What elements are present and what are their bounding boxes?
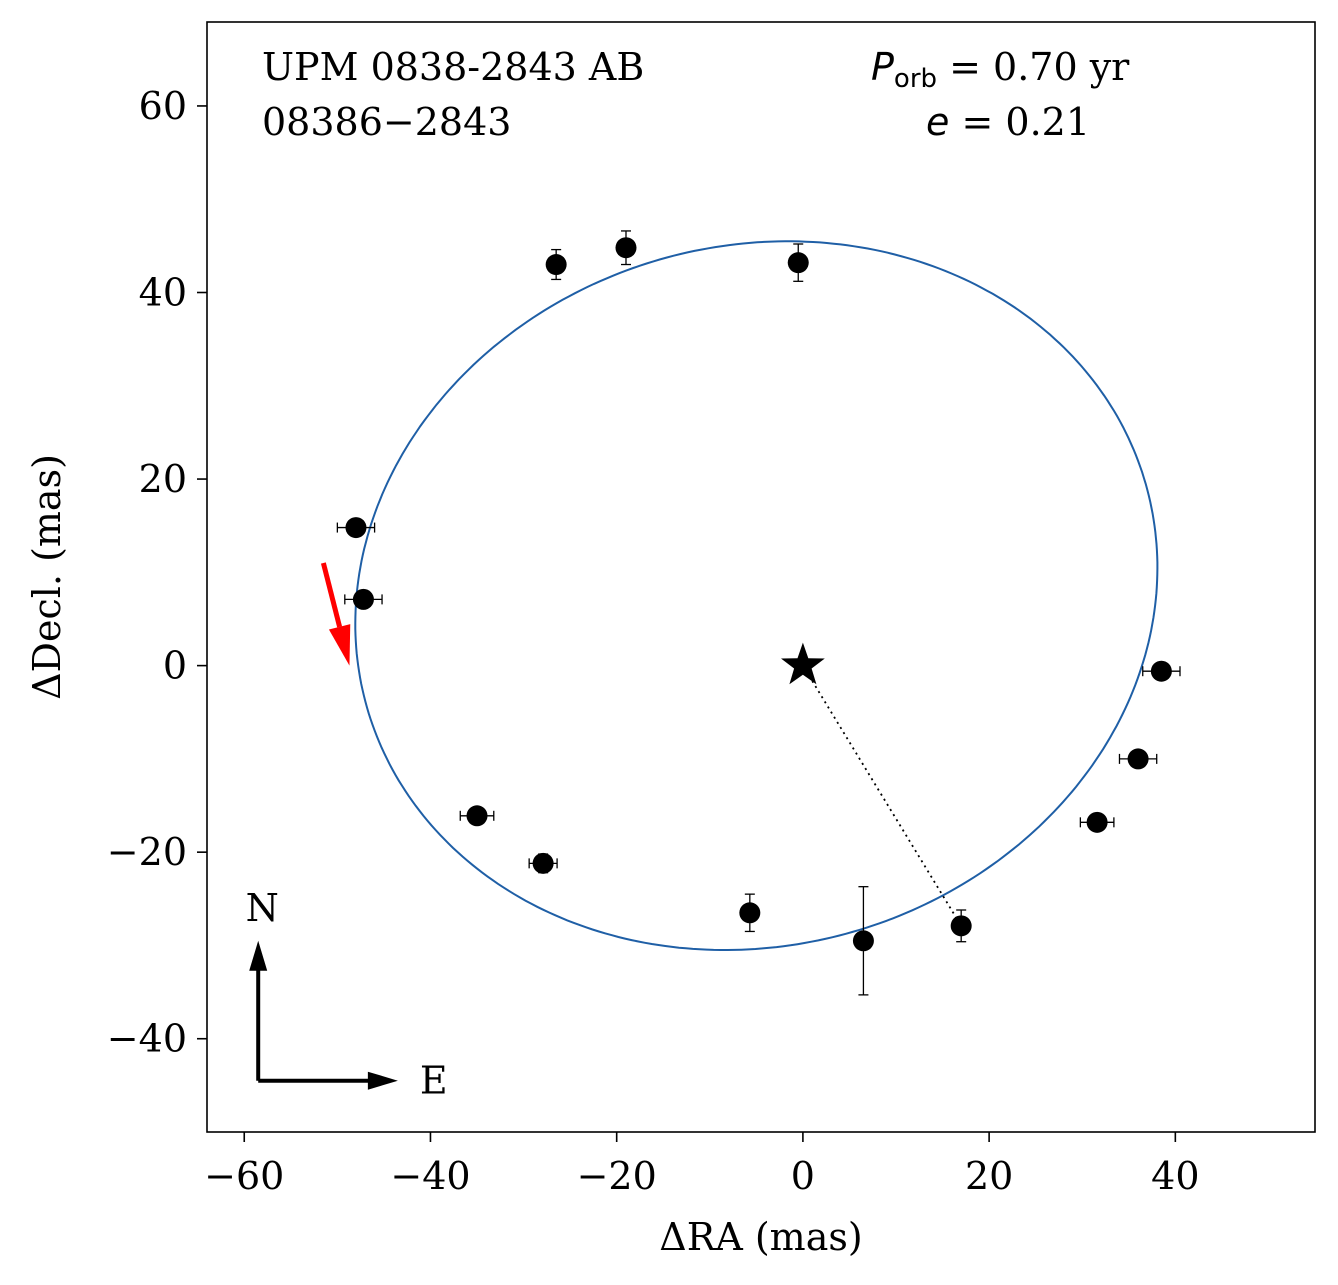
compass-north-head (249, 940, 268, 971)
ticks-layer: −60 −40 −20 0 20 40 −40 −20 0 20 40 60 (107, 84, 1200, 1198)
data-point (1142, 660, 1181, 682)
data-point-marker (615, 237, 637, 259)
data-point-marker (1150, 660, 1172, 682)
data-point-marker (466, 805, 488, 827)
separation-line (802, 665, 962, 927)
title-line-2: 08386−2843 (262, 100, 511, 144)
x-axis-label: ΔRA (mas) (659, 1215, 862, 1259)
data-point (545, 248, 567, 281)
data-points-layer (336, 230, 1181, 996)
period-value: = 0.70 yr (937, 45, 1130, 89)
data-point (615, 230, 637, 266)
y-tick-label: 60 (139, 84, 187, 128)
orbit-ellipse (354, 240, 1159, 951)
data-point-marker (352, 588, 374, 610)
data-point-marker (950, 915, 972, 937)
x-tick-label: 0 (791, 1154, 815, 1198)
data-point-marker (739, 902, 761, 924)
compass-east-label: E (420, 1059, 448, 1103)
y-tick-label: −40 (107, 1017, 187, 1061)
y-tick-label: 20 (139, 457, 187, 501)
period-annotation: Porb = 0.70 yr (871, 45, 1130, 94)
x-tick-label: 20 (965, 1154, 1013, 1198)
ecc-symbol: e (926, 100, 949, 144)
plot-frame (206, 21, 1316, 1133)
data-point-marker (1127, 748, 1149, 770)
data-point (852, 886, 874, 996)
data-point-marker (787, 252, 809, 274)
data-point (459, 805, 495, 827)
data-point-marker (545, 254, 567, 276)
data-point-marker (1086, 811, 1108, 833)
data-point (787, 243, 809, 282)
separation-layer (802, 665, 962, 927)
data-point (950, 909, 972, 943)
compass-north-label: N (246, 886, 279, 930)
x-tick-label: −60 (204, 1154, 284, 1198)
data-point (739, 893, 761, 933)
y-tick-label: 0 (163, 644, 187, 688)
x-tick-label: −20 (577, 1154, 657, 1198)
data-point (344, 588, 383, 610)
ecc-value: = 0.21 (949, 100, 1090, 144)
y-tick-label: 40 (139, 271, 187, 315)
motion-arrow-shaft (320, 562, 343, 628)
data-point-marker (345, 517, 367, 539)
data-point (1079, 811, 1115, 833)
data-point (1118, 748, 1158, 770)
primary-star-marker (781, 642, 825, 685)
compass-east-head (367, 1071, 398, 1090)
eccentricity-annotation: e = 0.21 (926, 100, 1090, 144)
data-point (528, 852, 558, 874)
x-tick-label: 40 (1151, 1154, 1199, 1198)
motion-arrow-head (328, 624, 351, 666)
x-tick-label: −40 (390, 1154, 470, 1198)
data-point (336, 517, 376, 539)
y-tick-label: −20 (107, 830, 187, 874)
period-symbol: P (871, 45, 894, 89)
y-axis-label: ΔDecl. (mas) (25, 454, 69, 700)
data-point-marker (532, 852, 554, 874)
data-point-marker (852, 930, 874, 952)
orbit-layer (354, 240, 1159, 951)
period-subscript: orb (894, 64, 937, 94)
markers-layer (249, 562, 825, 1090)
title-line-1: UPM 0838-2843 AB (262, 45, 644, 89)
